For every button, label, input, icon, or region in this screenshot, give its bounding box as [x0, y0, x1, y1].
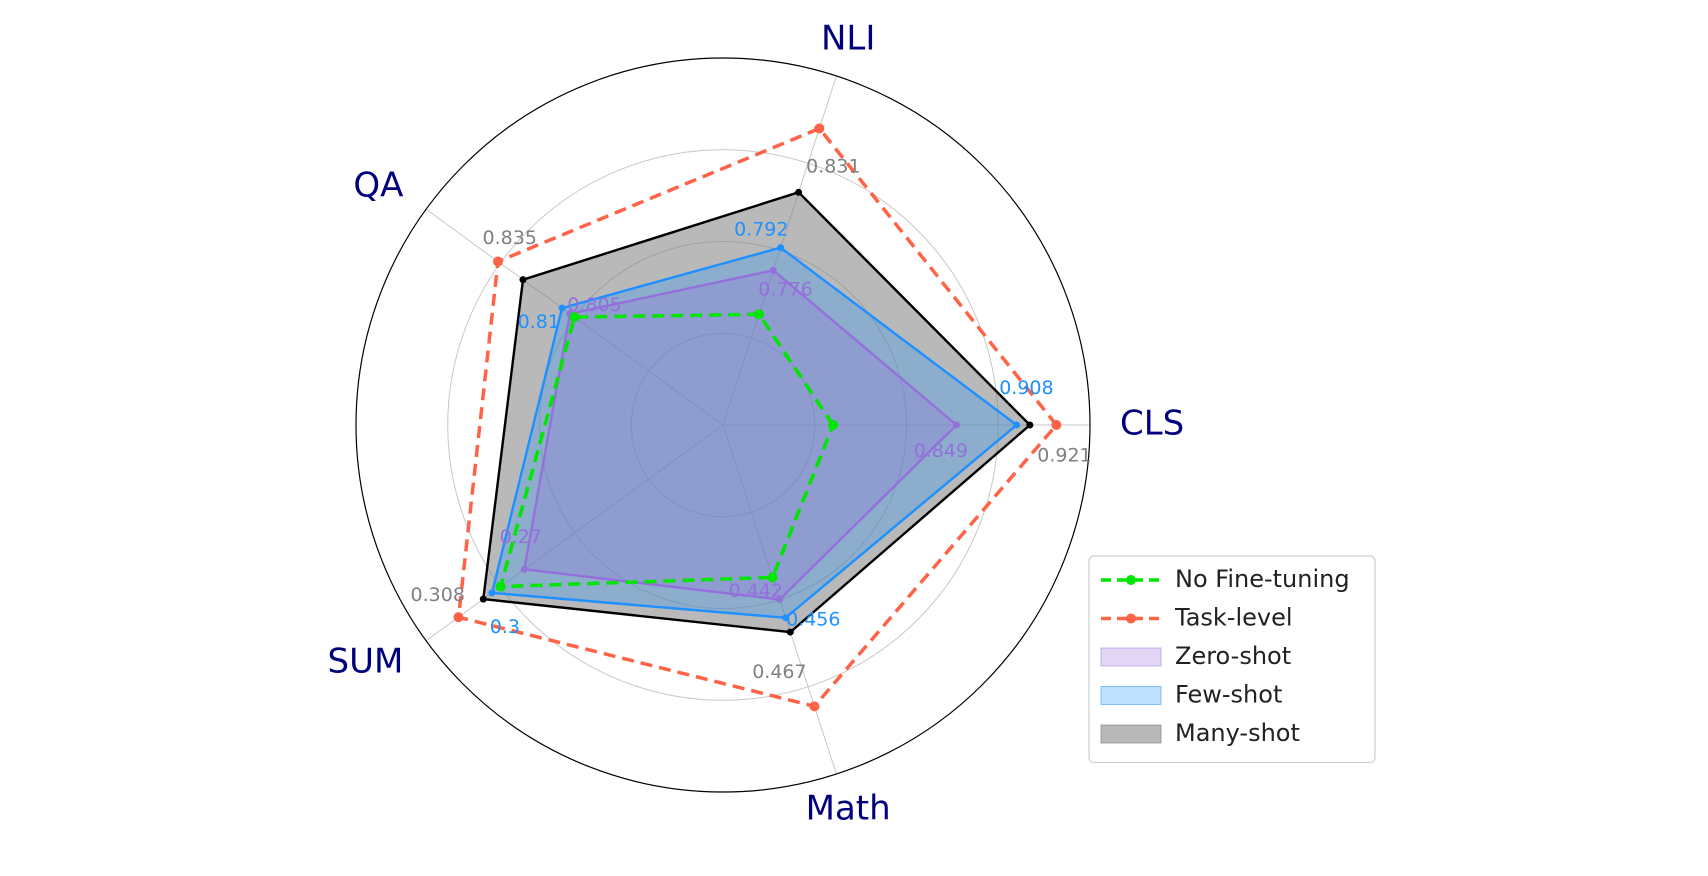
area-fill [524, 270, 957, 600]
point [1013, 421, 1021, 429]
point [488, 589, 496, 597]
area-outline [490, 246, 1019, 620]
value-label: 0.921 [1037, 444, 1091, 466]
point [753, 309, 764, 320]
value-label: 0.467 [752, 661, 806, 683]
legend-patch [1100, 647, 1162, 667]
legend: No Fine-tuning Task-level Zero-shot Few-sho… [1088, 555, 1376, 764]
point [777, 244, 785, 252]
legend-label: Many-shot [1175, 719, 1300, 747]
value-label: 0.308 [411, 584, 465, 606]
point [814, 123, 825, 134]
series-line [498, 312, 836, 589]
legend-patch [1100, 686, 1162, 705]
category-label: QA [353, 165, 403, 205]
point [495, 581, 506, 592]
point [776, 596, 784, 604]
point [479, 595, 487, 603]
value-label: 0.27 [500, 526, 542, 548]
point [492, 256, 503, 267]
category-label: CLS [1120, 404, 1184, 444]
category-label: Math [806, 789, 891, 829]
value-label: 0.805 [567, 294, 621, 316]
legend-label: No Fine-tuning [1175, 565, 1350, 593]
legend-box [1088, 555, 1376, 764]
legend-patch [1100, 724, 1162, 744]
value-label: 0.835 [483, 227, 537, 249]
point [769, 266, 777, 274]
category-label: SUM [328, 642, 404, 682]
point [952, 421, 960, 429]
point [453, 612, 464, 623]
category-label: NLI [821, 18, 875, 58]
point [809, 701, 820, 712]
value-label: 0.776 [758, 279, 812, 301]
legend-label: Task-level [1174, 604, 1293, 632]
point [569, 312, 580, 323]
value-label: 0.81 [518, 311, 560, 333]
point [828, 420, 839, 430]
value-label: 0.831 [806, 155, 860, 177]
outer-circle [355, 57, 1091, 793]
legend-label: Few-shot [1175, 681, 1282, 709]
point [767, 572, 778, 583]
value-label: 0.849 [914, 440, 968, 462]
point [786, 628, 794, 636]
area-fill [492, 247, 1017, 618]
point [782, 614, 790, 622]
point [1051, 420, 1062, 430]
legend-marker [1126, 575, 1136, 585]
point [558, 304, 566, 312]
value-label: 0.908 [999, 377, 1053, 399]
value-label: 0.456 [786, 608, 840, 630]
point [519, 276, 527, 284]
legend-label: Zero-shot [1175, 642, 1291, 670]
value-label: 0.3 [490, 616, 520, 638]
value-label: 0.442 [729, 580, 783, 602]
value-label: 0.792 [734, 219, 788, 241]
area-outline [522, 269, 959, 601]
point [1026, 421, 1034, 429]
legend-marker [1126, 613, 1136, 624]
point [795, 188, 803, 196]
point [520, 565, 528, 573]
area-outline [481, 190, 1032, 634]
